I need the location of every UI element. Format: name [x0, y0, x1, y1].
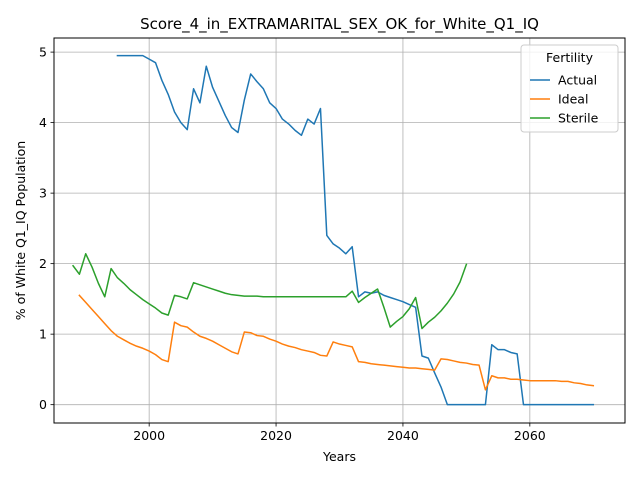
y-axis-label: % of White Q1_IQ Population	[13, 141, 28, 320]
x-tick-label: 2060	[514, 428, 546, 443]
legend-title: Fertility	[546, 50, 594, 65]
plot-frame	[53, 37, 626, 424]
series-line-actual	[116, 54, 595, 406]
y-tick-label: 0	[39, 397, 47, 412]
legend-box	[520, 44, 619, 133]
y-tick-label: 3	[39, 186, 47, 201]
legend-label-sterile: Sterile	[558, 111, 599, 126]
x-tick-label: 2040	[387, 428, 419, 443]
axis-ticks: 2000 2020 2040 2060 0 1 2 3 4 5	[39, 45, 546, 443]
x-tick-label: 2020	[260, 428, 292, 443]
series-line-sterile	[71, 253, 468, 330]
y-tick-label: 1	[39, 327, 47, 342]
legend-entries: Actual Ideal Sterile	[530, 73, 599, 126]
chart-title: Score_4_in_EXTRAMARITAL_SEX_OK_for_White…	[140, 15, 539, 34]
legend-label-actual: Actual	[558, 73, 597, 88]
y-tick-label: 5	[39, 45, 47, 60]
y-tick-label: 4	[39, 115, 47, 130]
x-axis-label: Years	[322, 449, 356, 464]
series-line-ideal	[78, 294, 595, 391]
legend: Fertility Actual Ideal Sterile	[520, 44, 619, 133]
legend-label-ideal: Ideal	[558, 92, 588, 107]
y-tick-label: 2	[39, 256, 47, 271]
series-lines	[71, 54, 595, 406]
x-tick-label: 2000	[133, 428, 165, 443]
